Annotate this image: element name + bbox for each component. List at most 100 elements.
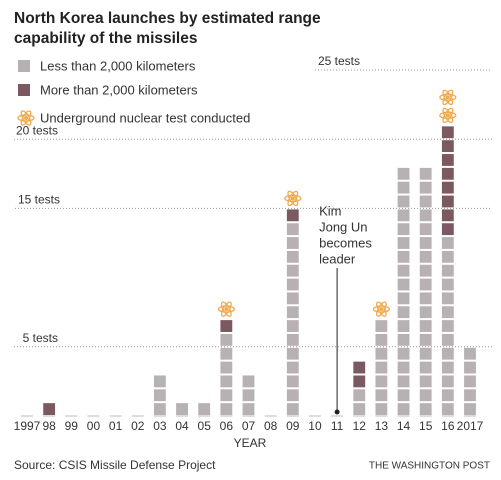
nuclear-petal	[442, 89, 454, 106]
unit-square	[286, 347, 299, 360]
nuclear-petal	[439, 111, 457, 120]
unit-square	[419, 209, 432, 222]
unit-square	[419, 389, 432, 402]
nuclear-core	[445, 113, 450, 118]
stack-segment	[198, 403, 211, 415]
unit-square	[441, 209, 454, 222]
unit-square	[397, 347, 410, 360]
unit-square	[397, 306, 410, 319]
unit-square	[441, 154, 454, 166]
x-tick-label: 09	[286, 419, 300, 433]
annotation: becomes	[319, 235, 372, 250]
x-tick-label: 15	[419, 419, 433, 433]
unit-square	[286, 250, 299, 263]
unit-square	[464, 389, 476, 402]
credit: THE WASHINGTON POST	[369, 461, 490, 472]
unit-square	[242, 403, 255, 415]
nuclear-icon	[284, 190, 302, 207]
unit-square	[286, 333, 299, 346]
x-tick-label: 00	[87, 419, 101, 433]
stack-segment	[419, 167, 432, 415]
unit-square	[220, 389, 233, 402]
annotation: leader	[319, 251, 356, 266]
stack-segment	[153, 375, 166, 415]
nuclear-icon	[439, 89, 457, 106]
unit-square	[286, 361, 299, 374]
nuclear-petal	[439, 93, 457, 102]
unit-square	[375, 333, 388, 346]
unit-square	[419, 195, 432, 208]
unit-square	[419, 320, 432, 332]
y-tick-label: 20 tests	[16, 123, 58, 137]
unit-square	[397, 333, 410, 346]
unit-square	[397, 167, 410, 180]
unit-square	[419, 403, 432, 415]
unit-square	[220, 333, 233, 346]
unit-square	[419, 181, 432, 194]
nuclear-petal	[287, 190, 299, 207]
stack-segment	[43, 403, 56, 415]
unit-square	[353, 389, 366, 402]
unit-square	[286, 278, 299, 291]
nuclear-petal	[442, 107, 454, 124]
x-tick-label: 14	[397, 419, 411, 433]
unit-square	[286, 403, 299, 415]
nuclear-petal	[20, 110, 32, 126]
unit-square	[464, 403, 476, 415]
unit-square	[286, 389, 299, 402]
stack-segment	[353, 361, 366, 388]
nuclear-icon	[439, 107, 457, 124]
unit-square	[153, 375, 166, 388]
nuclear-core	[290, 196, 295, 201]
unit-square	[464, 347, 476, 360]
unit-square	[397, 223, 410, 236]
nuclear-icon	[217, 301, 236, 317]
unit-square	[375, 403, 388, 415]
unit-square	[286, 209, 299, 222]
unit-square	[419, 375, 432, 388]
nuclear-petal	[284, 194, 302, 203]
x-tick-label: 13	[375, 419, 389, 433]
nuclear-icon	[17, 110, 35, 126]
unit-square	[286, 306, 299, 319]
x-tick-label: 06	[220, 419, 234, 433]
unit-square	[220, 347, 233, 360]
nuclear-core	[379, 307, 384, 312]
unit-square	[441, 195, 454, 208]
nuclear-petal	[442, 89, 454, 106]
x-tick-label: 98	[42, 419, 56, 433]
source: Source: CSIS Missile Defense Project	[14, 458, 216, 472]
unit-square	[43, 403, 56, 415]
nuclear-petal	[217, 305, 236, 313]
unit-square	[286, 375, 299, 388]
unit-square	[375, 361, 388, 374]
unit-square	[397, 375, 410, 388]
unit-square	[242, 375, 255, 388]
nuclear-tests	[217, 301, 236, 317]
unit-square	[397, 320, 410, 332]
unit-square	[441, 320, 454, 332]
stack-segment	[286, 209, 299, 222]
unit-square	[375, 347, 388, 360]
stack-segment	[220, 320, 233, 332]
x-tick-label: 1997	[14, 419, 41, 433]
x-axis-label: YEAR	[234, 436, 267, 450]
y-tick-label: 5 tests	[23, 331, 58, 345]
nuclear-core	[445, 95, 450, 100]
nuclear-petal	[375, 301, 387, 317]
nuclear-petal	[442, 107, 454, 124]
legend-label: Underground nuclear test conducted	[40, 110, 250, 125]
unit-square	[419, 167, 432, 180]
unit-square	[419, 237, 432, 249]
unit-square	[220, 375, 233, 388]
nuclear-petal	[17, 114, 35, 122]
unit-square	[441, 140, 454, 153]
unit-square	[419, 250, 432, 263]
unit-square	[419, 333, 432, 346]
nuclear-petal	[287, 190, 299, 207]
unit-square	[441, 403, 454, 415]
unit-square	[397, 181, 410, 194]
unit-square	[375, 320, 388, 332]
unit-square	[353, 375, 366, 388]
unit-square	[397, 278, 410, 291]
